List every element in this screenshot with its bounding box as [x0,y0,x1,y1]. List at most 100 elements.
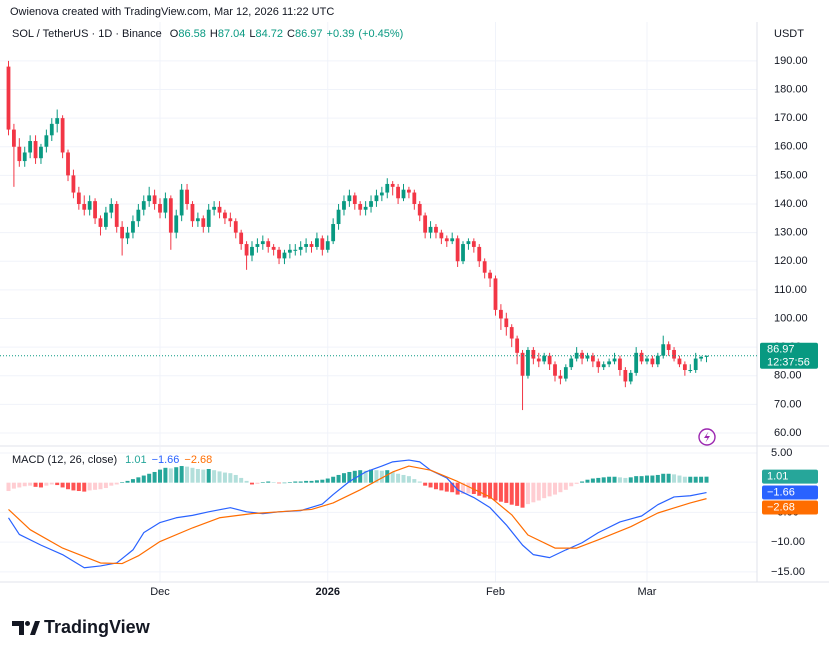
histogram-bar [282,482,287,484]
candle-body [304,244,309,247]
symbol-title: SOL / TetherUS · 1D · Binance [12,28,162,40]
candle-body [179,189,184,216]
candle-body [612,358,617,362]
candle-body [125,232,130,239]
histogram-bar [655,474,660,483]
histogram-bar [406,476,411,483]
change: +0.39 [327,28,355,40]
candle-body [666,344,671,350]
histogram-bar [185,466,190,483]
candle-body [6,66,11,130]
candle-body [428,226,433,233]
histogram-bar [515,482,520,506]
histogram-bar [217,471,222,483]
candle-body [363,206,368,210]
histogram-bar [580,481,585,483]
histogram-bar [255,482,260,484]
candle-body [93,201,97,219]
candle-body [109,203,114,213]
histogram-bar [563,482,568,490]
candle-body [477,246,482,262]
histogram-bar [682,476,687,483]
histogram-bar [141,475,146,483]
histogram-bar [190,467,195,483]
histogram-bar [396,473,401,483]
candle-body [44,135,49,147]
candle-body [298,246,303,250]
candle-body [634,352,639,373]
value-tag-label: 1.01 [767,471,788,483]
candle-body [233,221,238,233]
candle-body [461,244,465,262]
histogram-bar [617,477,622,483]
histogram-bar [379,470,384,483]
histogram-bar [293,481,298,483]
candle-body [645,358,649,362]
histogram-bar [66,482,71,490]
histogram-bar [547,482,552,497]
indicator-title: MACD (12, 26, close) [12,454,117,466]
histogram-bar [644,475,649,483]
value-tag [762,485,818,500]
y-tick-label: −15.00 [771,566,805,578]
candle-body [558,375,563,379]
candle-body [488,272,492,279]
candle-body [699,356,704,359]
brand-name: TradingView [44,617,151,637]
candle-body [439,232,444,239]
histogram-bar [693,476,698,483]
candle-body [693,358,698,371]
y-tick-label: 5.00 [771,447,792,459]
x-tick-label: Dec [150,586,170,598]
y-tick-label: −10.00 [771,536,805,548]
candle-body [374,195,379,202]
candle-body [423,215,428,233]
histogram-bar [130,479,135,483]
last-price-tag [760,342,818,369]
change-pct: (+0.45%) [358,28,403,40]
histogram-bar [666,473,671,483]
candle-body [255,244,260,247]
candle-body [471,241,476,247]
candle-body [174,215,179,233]
candle-body [201,218,206,227]
y-tick-label: 150.00 [774,169,808,181]
candle-body [385,183,390,193]
histogram-bar [304,480,309,483]
histogram-bar [455,482,460,495]
histogram-bar [114,482,119,485]
histogram-bar [639,476,644,483]
x-tick-label: 2026 [316,586,340,598]
x-tick-label: Mar [638,586,657,598]
candle-body [390,183,395,187]
histogram-bar [33,482,38,487]
histogram-bar [672,474,677,483]
histogram-bar [444,482,449,492]
macd-line [7,459,707,569]
indicator-legend: MACD (12, 26, close) 1.01 −1.66 −2.68 [12,454,212,466]
candle-body [688,370,693,372]
candle-body [277,249,281,259]
candle-body [212,206,217,210]
price-axis-unit: USDT [774,28,804,40]
histogram-bar [590,478,595,483]
candle-body [168,198,173,233]
candle-body [87,201,92,210]
candle-body [185,189,189,204]
candle-body [401,189,406,199]
histogram-bar [147,473,152,483]
value-tag-label: −2.68 [767,501,795,513]
candle-body [618,358,622,371]
histogram-bar [363,470,368,483]
histogram-bar [504,482,509,503]
candle-body [309,244,314,247]
candle-body [493,278,498,310]
y-tick-label: 180.00 [774,83,808,95]
candle-body [287,249,292,253]
y-tick-label: 80.00 [774,370,802,382]
histogram-bar [195,469,200,483]
histogram-bar [260,482,265,483]
candle-body [417,203,422,216]
candle-body [163,198,168,213]
